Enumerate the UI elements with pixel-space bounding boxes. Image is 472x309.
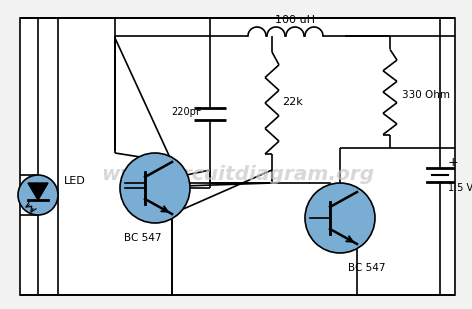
Text: 1.5 Volt: 1.5 Volt xyxy=(448,183,472,193)
Text: LED: LED xyxy=(64,176,86,186)
Circle shape xyxy=(305,183,375,253)
Text: 330 Ohm: 330 Ohm xyxy=(402,90,450,100)
Text: 100 uH: 100 uH xyxy=(275,15,315,25)
Text: 220pF: 220pF xyxy=(171,107,202,117)
Circle shape xyxy=(18,175,58,215)
Circle shape xyxy=(120,153,190,223)
Polygon shape xyxy=(28,183,48,200)
Text: BC 547: BC 547 xyxy=(348,263,386,273)
Text: 22k: 22k xyxy=(282,97,303,107)
Text: www.circuitdiagram.org: www.circuitdiagram.org xyxy=(101,166,375,184)
Text: BC 547: BC 547 xyxy=(124,233,162,243)
Text: +: + xyxy=(448,155,459,168)
Bar xyxy=(20,18,455,295)
